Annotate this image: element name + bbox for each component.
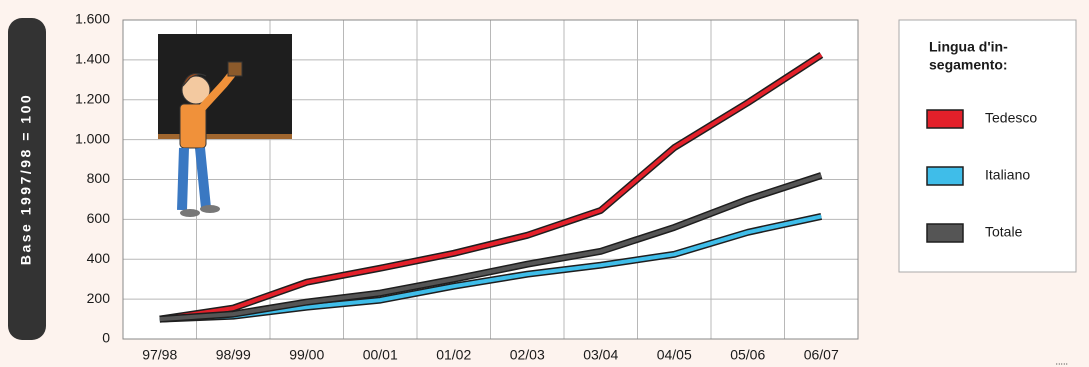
hair <box>182 73 207 87</box>
note: ..... <box>1055 356 1068 366</box>
lines <box>159 51 824 323</box>
y-tick-label: 1.000 <box>75 130 110 146</box>
series-line <box>159 53 823 322</box>
y-tick-label: 1.600 <box>75 11 110 27</box>
shoe <box>200 205 220 213</box>
legend-title: Lingua d'in- <box>929 39 1008 55</box>
legend-label: Totale <box>985 224 1023 240</box>
y-tick-label: 0 <box>102 330 110 346</box>
shoe <box>180 209 200 217</box>
y-tick-label: 800 <box>87 170 111 186</box>
legend-swatch <box>926 109 964 129</box>
y-tick-label: 1.200 <box>75 90 110 106</box>
x-tick-label: 06/07 <box>804 347 839 363</box>
y-tick-label: 400 <box>87 250 111 266</box>
x-tick-label: 04/05 <box>657 347 692 363</box>
y-tick-label: 1.400 <box>75 51 110 67</box>
x-tick-label: 03/04 <box>583 347 618 363</box>
x-tick-label: 00/01 <box>363 347 398 363</box>
x-tick-label: 01/02 <box>436 347 471 363</box>
x-tick-label: 02/03 <box>510 347 545 363</box>
y-tick-label: 600 <box>87 210 111 226</box>
legend-swatch <box>926 166 964 186</box>
x-tick-label: 99/00 <box>289 347 324 363</box>
eraser <box>227 61 243 77</box>
arm <box>199 71 236 111</box>
legend-label: Italiano <box>985 167 1030 183</box>
legs <box>177 147 211 211</box>
y-tick-label: 200 <box>87 290 111 306</box>
blackboard-frame <box>158 134 292 139</box>
y-axis-label: Base 1997/98 = 100 <box>18 93 34 265</box>
legend-label: Tedesco <box>985 110 1037 126</box>
x-tick-label: 98/99 <box>216 347 251 363</box>
plot-border <box>122 19 859 340</box>
illustration <box>158 34 292 217</box>
shirt <box>179 103 207 149</box>
legend-swatch <box>926 223 964 243</box>
y-axis-label-box <box>8 18 46 340</box>
legend-title: segamento: <box>929 57 1008 73</box>
series-line <box>159 173 822 322</box>
x-tick-label: 05/06 <box>730 347 765 363</box>
x-tick-label: 97/98 <box>142 347 177 363</box>
